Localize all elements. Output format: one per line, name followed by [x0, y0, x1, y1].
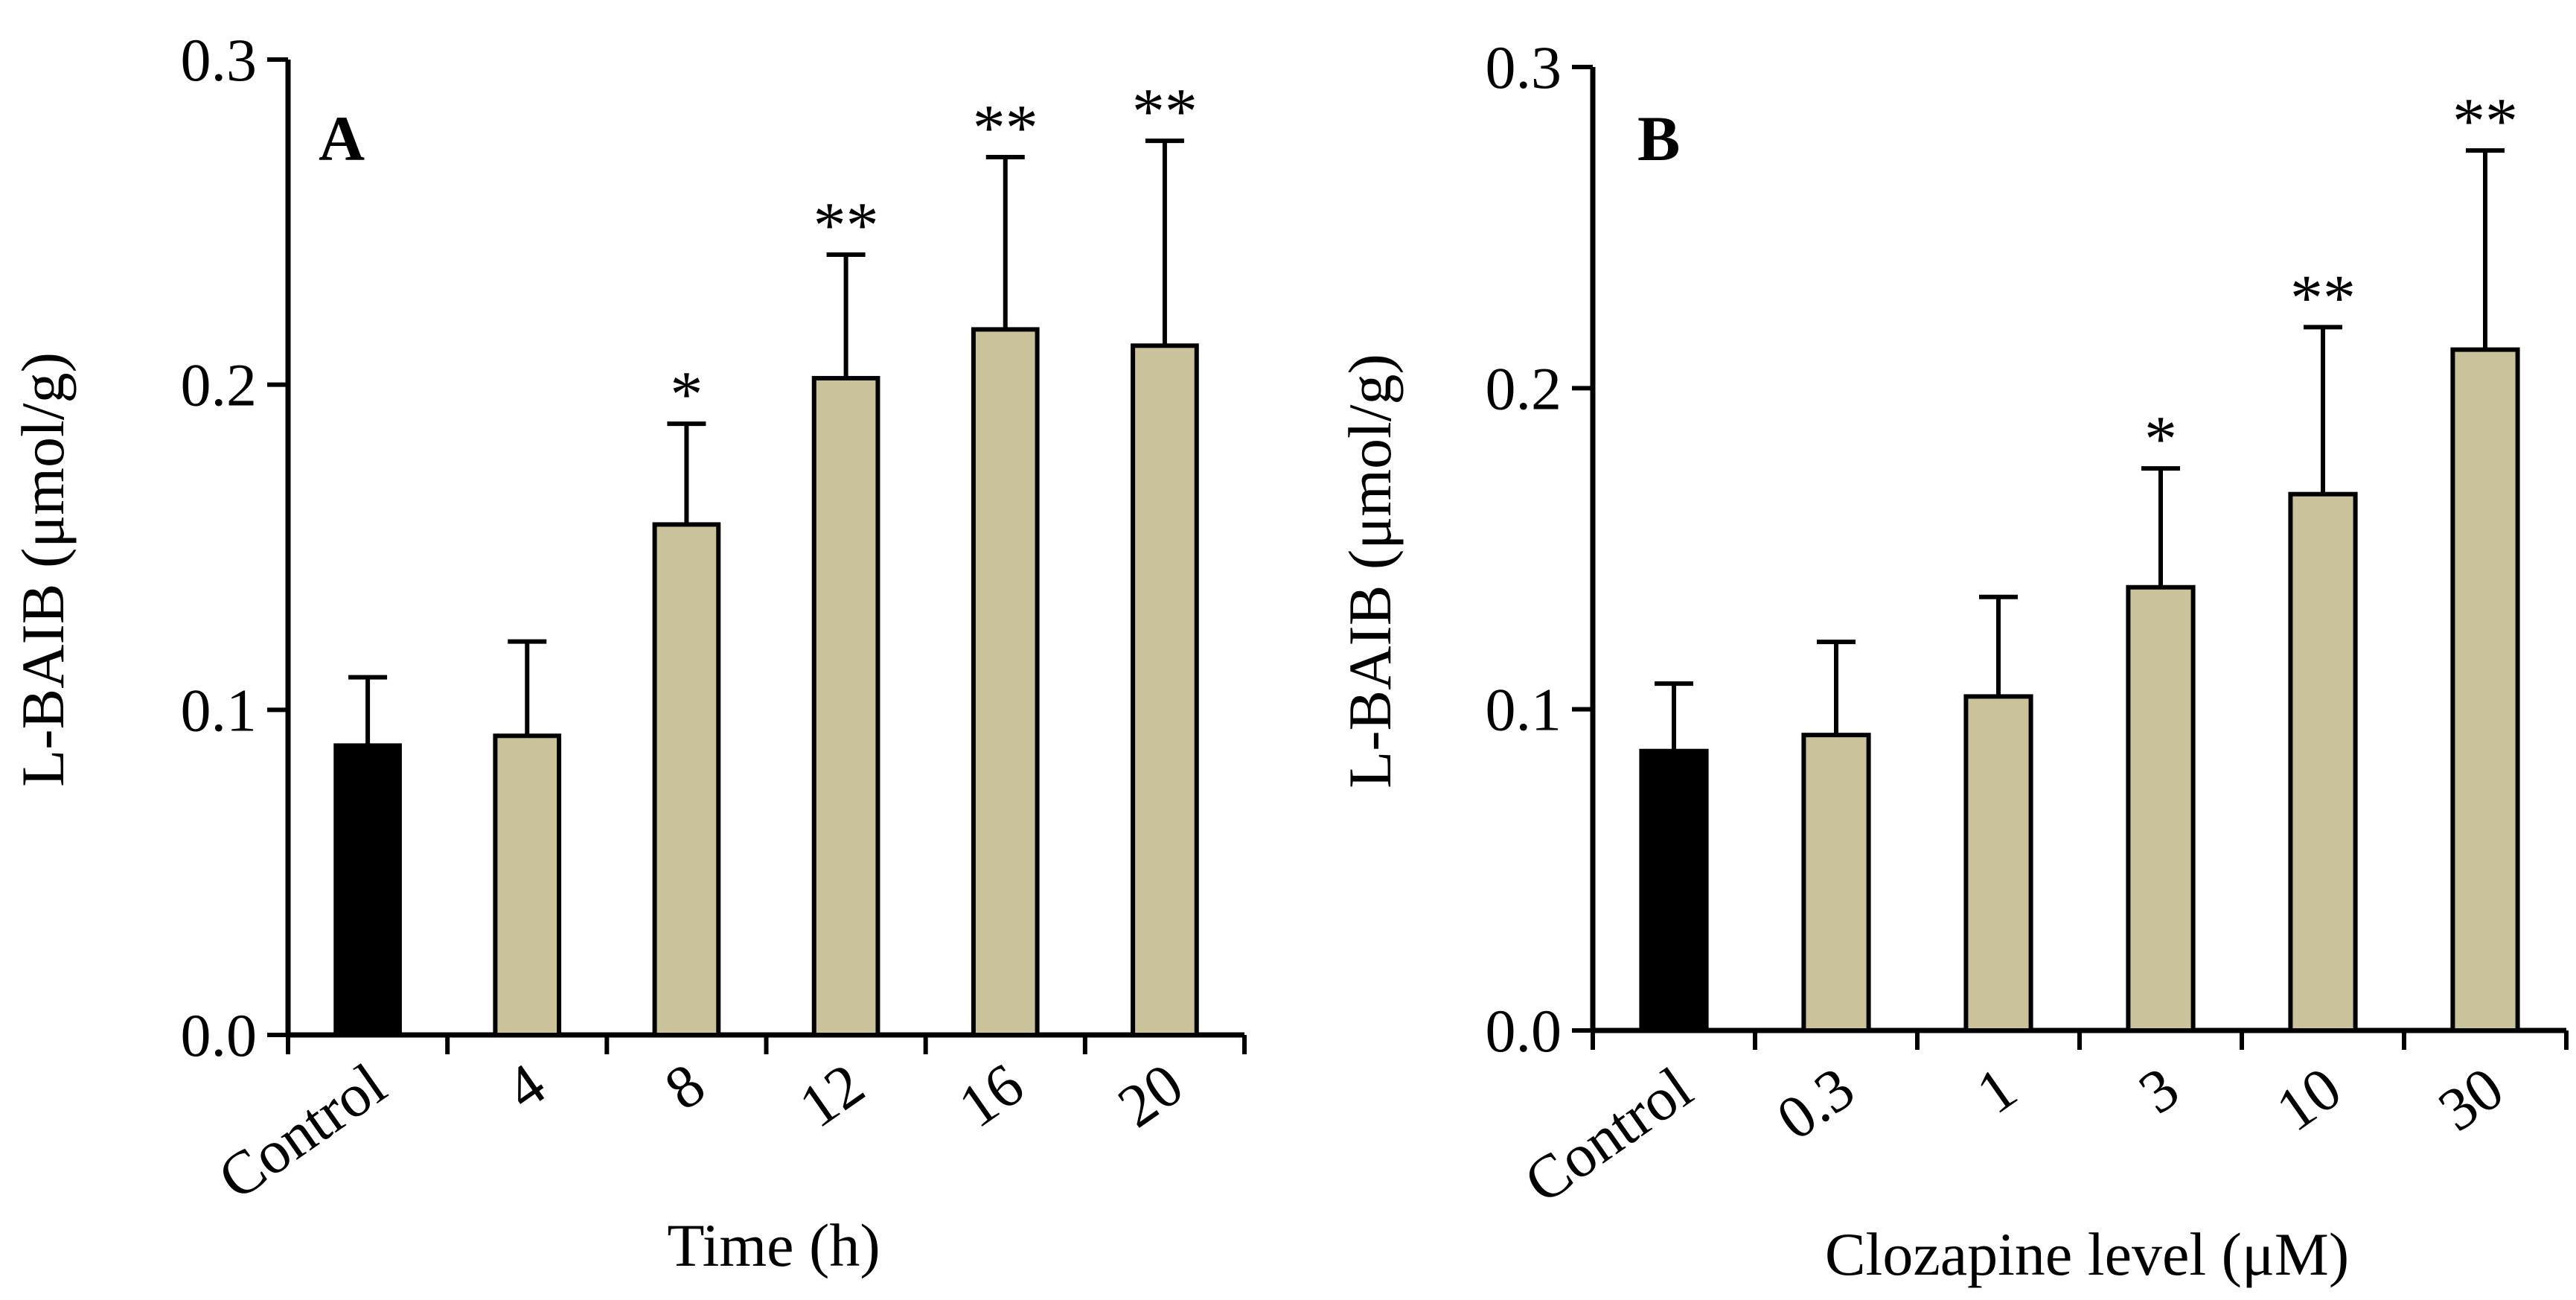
significance-marker: **: [2452, 86, 2518, 158]
bar: [2126, 584, 2196, 1033]
significance-marker: **: [973, 92, 1038, 165]
significance-marker: **: [2290, 262, 2356, 334]
bar: [2288, 491, 2358, 1033]
x-category-label: 30: [2426, 1054, 2515, 1144]
x-axis-title: Clozapine level (μM): [1825, 1220, 2349, 1288]
y-tick-label: 0.2: [1486, 354, 1562, 422]
bar: [1963, 694, 2033, 1033]
bar: [1131, 343, 1199, 1037]
y-tick-label: 0.0: [1486, 997, 1562, 1065]
significance-marker: **: [1132, 76, 1198, 148]
x-category-label: 0.3: [1765, 1054, 1866, 1153]
x-category-label: 20: [1106, 1050, 1195, 1141]
y-tick-label: 0.0: [181, 1001, 258, 1069]
bar: [2450, 347, 2520, 1033]
significance-marker: **: [814, 190, 879, 262]
bar: [971, 327, 1040, 1037]
panel-letter: A: [319, 103, 365, 174]
x-category-label: 1: [1965, 1054, 2029, 1127]
panel-letter: B: [1637, 103, 1680, 174]
significance-marker: *: [2144, 404, 2177, 476]
y-tick-label: 0.3: [181, 26, 258, 94]
x-category-label: 10: [2264, 1054, 2353, 1144]
bar: [652, 522, 721, 1037]
y-tick-label: 0.2: [181, 351, 258, 419]
panel-b-chart: 0.0 0.1 0.2 0.3 Control 0.3 1 * 3 ** 10 ** 30 B L-BAIB…: [1336, 34, 2569, 1288]
x-category-label: 3: [2127, 1054, 2191, 1127]
significance-marker: *: [670, 359, 703, 431]
x-category-label: 8: [653, 1050, 717, 1123]
y-tick-label: 0.1: [181, 676, 258, 744]
x-category-label: Control: [1512, 1054, 1704, 1216]
y-tick-label: 0.3: [1486, 34, 1562, 101]
y-axis-title: L-BAIB (μmol/g): [9, 352, 77, 787]
x-category-label: 4: [493, 1050, 557, 1123]
bar: [811, 375, 880, 1037]
x-category-label: Control: [206, 1050, 397, 1212]
x-category-label: 12: [787, 1050, 876, 1141]
bar: [493, 733, 562, 1037]
panel-a-chart: 0.0 0.1 0.2 0.3 Control 4 * 8 ** 12 ** 16 ** 20 A L-BAI…: [9, 26, 1247, 1279]
bar: [1639, 748, 1709, 1033]
bar: [1801, 733, 1871, 1033]
y-axis-title: L-BAIB (μmol/g): [1336, 354, 1404, 788]
y-tick-label: 0.1: [1486, 676, 1562, 744]
bar: [333, 743, 402, 1037]
x-axis-title: Time (h): [667, 1211, 880, 1279]
x-category-label: 16: [947, 1050, 1035, 1141]
